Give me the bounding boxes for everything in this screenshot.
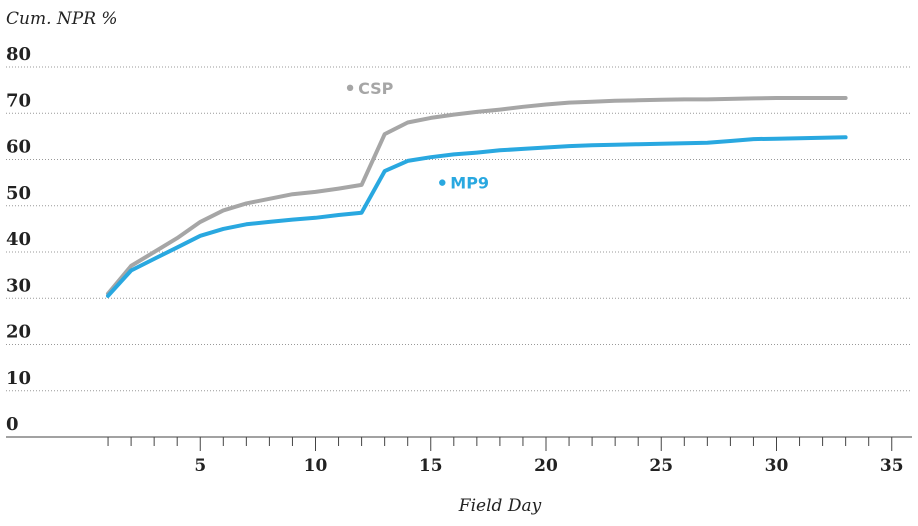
series-line-mp9 bbox=[106, 135, 848, 298]
x-tick-label-35: 35 bbox=[880, 456, 904, 476]
y-tick-labels: 0 10 20 30 40 50 60 70 80 bbox=[6, 44, 31, 435]
series-labels: CSP MP9 bbox=[346, 79, 489, 193]
series-lines bbox=[106, 96, 848, 298]
x-axis-label: Field Day bbox=[458, 496, 542, 516]
x-tick-label-15: 15 bbox=[419, 456, 443, 476]
y-tick-label-0: 0 bbox=[6, 414, 19, 435]
y-tick-label-50: 50 bbox=[6, 183, 31, 204]
series-marker-mp9 bbox=[439, 179, 446, 186]
x-tick-label-25: 25 bbox=[649, 456, 673, 476]
x-tick-label-10: 10 bbox=[304, 456, 328, 476]
y-tick-label-10: 10 bbox=[6, 368, 31, 389]
x-ticks: 5 10 15 20 25 30 35 bbox=[107, 437, 904, 476]
series-line-csp bbox=[106, 96, 848, 296]
series-label-mp9: MP9 bbox=[450, 174, 489, 193]
y-tick-label-80: 80 bbox=[6, 44, 31, 65]
y-tick-label-40: 40 bbox=[6, 229, 31, 250]
series-marker-csp bbox=[346, 84, 354, 92]
y-tick-label-20: 20 bbox=[6, 322, 31, 343]
x-tick-label-20: 20 bbox=[534, 456, 558, 476]
y-axis-label: Cum. NPR % bbox=[6, 9, 118, 29]
x-tick-label-30: 30 bbox=[765, 456, 789, 476]
y-tick-label-30: 30 bbox=[6, 275, 31, 296]
y-tick-label-70: 70 bbox=[6, 90, 31, 111]
series-label-csp: CSP bbox=[358, 79, 394, 98]
x-tick-label-5: 5 bbox=[194, 456, 206, 476]
y-tick-label-60: 60 bbox=[6, 137, 31, 158]
